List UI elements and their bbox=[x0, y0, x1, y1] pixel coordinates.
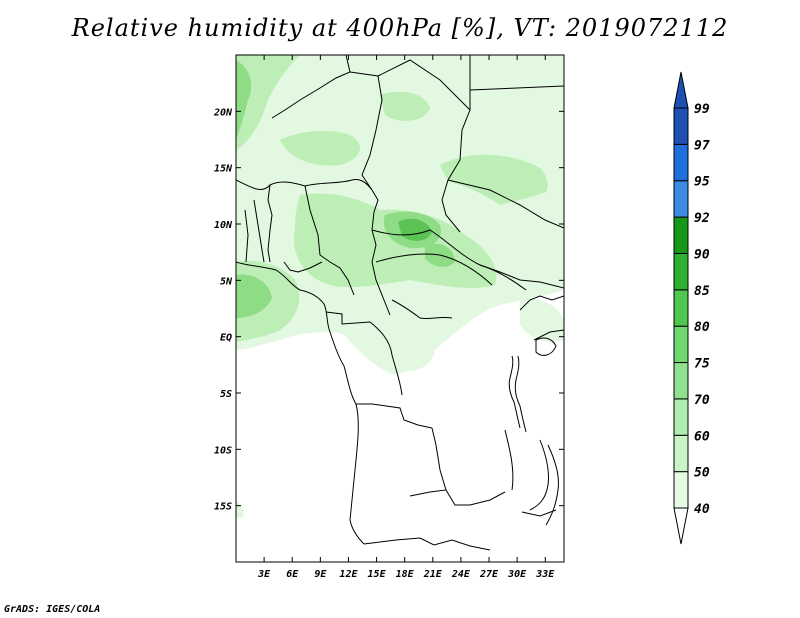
lon-tick-label: 27E bbox=[479, 569, 499, 580]
humidity-region bbox=[280, 130, 361, 166]
colorbar-box bbox=[673, 289, 689, 327]
lon-tick-label: 30E bbox=[507, 569, 527, 580]
border-line bbox=[533, 329, 564, 341]
humidity-region bbox=[398, 336, 435, 372]
border-line bbox=[375, 253, 493, 286]
plot-frame bbox=[235, 54, 565, 563]
border-line bbox=[445, 489, 506, 506]
lon-tick-label: 6E bbox=[286, 569, 299, 580]
humidity-region bbox=[520, 299, 564, 342]
humidity-region bbox=[398, 218, 432, 241]
colorbar-box bbox=[673, 471, 689, 509]
lat-tick-label: 5N bbox=[220, 276, 233, 287]
border-line bbox=[371, 189, 391, 316]
colorbar-box bbox=[673, 180, 689, 218]
colorbar-box bbox=[673, 107, 689, 145]
lake-outline bbox=[514, 355, 527, 433]
lon-tick-label: 18E bbox=[396, 569, 415, 580]
border-line bbox=[363, 537, 491, 551]
colorbar-label: 50 bbox=[694, 466, 710, 481]
lat-tick-label: 5S bbox=[220, 389, 232, 400]
colorbar-box bbox=[673, 252, 689, 291]
colorbar-label: 97 bbox=[694, 138, 710, 153]
colorbar-lower-triangle bbox=[673, 507, 689, 545]
border-line bbox=[325, 311, 371, 325]
colorbar-label: 90 bbox=[694, 247, 710, 262]
humidity-region bbox=[236, 500, 244, 518]
lake-outline bbox=[508, 355, 521, 429]
colorbar-label: 80 bbox=[694, 320, 710, 335]
border-line bbox=[283, 261, 323, 273]
border-line bbox=[349, 403, 365, 545]
border-line bbox=[304, 185, 355, 296]
border-line bbox=[369, 321, 403, 396]
colorbar-upper-triangle bbox=[673, 71, 689, 109]
colorbar-label: 75 bbox=[694, 357, 710, 372]
colorbar-box bbox=[673, 434, 689, 473]
border-line bbox=[244, 209, 249, 263]
lat-tick-label: 20N bbox=[213, 107, 233, 118]
lon-tick-label: 3E bbox=[257, 569, 271, 580]
border-line bbox=[447, 179, 564, 229]
lon-tick-label: 33E bbox=[535, 569, 555, 580]
lat-tick-label: 10N bbox=[214, 220, 233, 231]
humidity-field bbox=[236, 55, 564, 518]
humidity-region bbox=[236, 55, 300, 150]
humidity-region bbox=[236, 60, 252, 140]
lon-tick-label: 24E bbox=[451, 569, 471, 580]
border-line bbox=[529, 439, 549, 511]
colorbar-label: 60 bbox=[694, 429, 710, 444]
colorbar-label: 85 bbox=[694, 284, 710, 299]
lat-tick-label: 15N bbox=[214, 164, 233, 175]
lon-tick-label: 15E bbox=[368, 569, 387, 580]
border-line bbox=[545, 444, 559, 526]
colorbar-box bbox=[673, 143, 689, 182]
lon-tick-label: 9E bbox=[314, 569, 327, 580]
chart-title: Relative humidity at 400hPa [%], VT: 201… bbox=[71, 14, 729, 42]
humidity-region bbox=[236, 274, 272, 318]
axis-ticks: 3E 6E 9E 12E 15E 18E 21E 24E 27E 30E 33E 20N 15N 10N 5… bbox=[213, 55, 564, 580]
country-borders bbox=[236, 55, 564, 551]
colorbar-box bbox=[673, 398, 689, 436]
colorbar-label: 40 bbox=[694, 502, 710, 517]
lat-tick-label: EQ bbox=[220, 333, 232, 344]
border-line bbox=[469, 85, 564, 91]
lon-tick-label: 12E bbox=[339, 569, 358, 580]
border-line bbox=[479, 264, 564, 289]
border-line bbox=[371, 229, 527, 291]
colorbar-label: 99 bbox=[694, 102, 710, 117]
border-line bbox=[521, 509, 557, 517]
colorbar-label: 70 bbox=[694, 393, 710, 408]
border-line bbox=[377, 59, 471, 233]
border-line bbox=[253, 199, 265, 263]
colorbar-label: 92 bbox=[694, 211, 710, 226]
lat-tick-label: 10S bbox=[214, 445, 232, 456]
border-line bbox=[504, 429, 514, 491]
coastline bbox=[236, 261, 357, 405]
lat-tick-label: 15S bbox=[214, 502, 232, 513]
border-line bbox=[267, 184, 273, 263]
colorbar-box bbox=[673, 362, 689, 400]
border-line bbox=[356, 403, 433, 429]
colorbar-box bbox=[673, 216, 689, 254]
border-line bbox=[519, 295, 564, 311]
border-line bbox=[391, 299, 453, 320]
colorbar-box bbox=[673, 325, 689, 364]
lake-outline bbox=[535, 337, 557, 356]
grads-credit: GrADS: IGES/COLA bbox=[4, 604, 101, 615]
lon-tick-label: 21E bbox=[423, 569, 443, 580]
border-line bbox=[409, 427, 447, 497]
colorbar: 40 50 60 70 75 80 85 90 92 95 97 99 bbox=[673, 71, 710, 545]
colorbar-label: 95 bbox=[694, 175, 710, 190]
humidity-region bbox=[380, 91, 430, 121]
